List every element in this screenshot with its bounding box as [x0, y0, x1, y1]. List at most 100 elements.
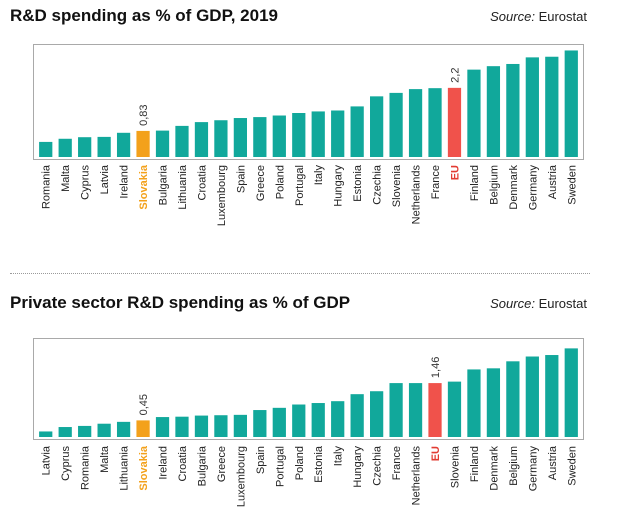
bar-hungary: [331, 110, 345, 157]
tick-label-slovakia: Slovakia: [138, 164, 150, 210]
bar-poland: [272, 115, 286, 157]
tick-label-croatia: Croatia: [196, 164, 208, 200]
tick-label-czechia: Czechia: [372, 164, 384, 205]
bar-greece: [214, 415, 228, 437]
data-label-eu: 1,46: [430, 357, 442, 378]
bar-hungary: [350, 394, 364, 437]
bar-chart-private-rd: Latvia Cyprus Romania Malta Lithuania Slovaki…: [39, 348, 578, 507]
tick-label-netherlands: Netherlands: [411, 165, 423, 225]
bar-eu: [447, 87, 462, 157]
source-label: Source:: [490, 296, 535, 311]
bar-czechia: [370, 391, 384, 437]
tick-label-finland: Finland: [469, 165, 481, 201]
tick-label-sweden: Sweden: [566, 446, 578, 486]
tick-label-france: France: [430, 165, 442, 199]
bar-greece: [253, 117, 267, 157]
tick-label-germany: Germany: [527, 446, 539, 492]
data-label-slovakia: 0,83: [138, 104, 150, 125]
tick-label-hungary: Hungary: [333, 165, 345, 207]
tick-label-romania: Romania: [80, 445, 92, 490]
tick-label-ireland: Ireland: [119, 165, 131, 199]
tick-label-portugal: Portugal: [294, 165, 306, 206]
tick-label-france: France: [391, 446, 403, 480]
tick-label-slovakia: Slovakia: [138, 445, 150, 491]
tick-label-lithuania: Lithuania: [119, 445, 131, 491]
bar-lithuania: [175, 125, 189, 157]
tick-label-malta: Malta: [99, 445, 111, 473]
bar-croatia: [175, 416, 189, 437]
tick-label-bulgaria: Bulgaria: [196, 445, 208, 486]
bar-germany: [525, 57, 539, 158]
data-label-eu: 2,2: [449, 68, 461, 83]
tick-label-belgium: Belgium: [508, 446, 520, 486]
tick-label-slovenia: Slovenia: [391, 164, 403, 207]
tick-label-bulgaria: Bulgaria: [158, 164, 170, 205]
bar-cyprus: [58, 427, 72, 437]
tick-label-hungary: Hungary: [352, 446, 364, 488]
bar-slovakia: [136, 420, 150, 437]
tick-label-austria: Austria: [547, 445, 559, 480]
bar-luxembourg: [233, 414, 247, 437]
tick-label-estonia: Estonia: [313, 445, 325, 483]
tick-label-italy: Italy: [333, 446, 345, 467]
tick-label-portugal: Portugal: [274, 446, 286, 487]
tick-label-poland: Poland: [294, 446, 306, 480]
tick-label-eu: EU: [430, 446, 442, 461]
bar-sweden: [564, 50, 578, 157]
bar-denmark: [506, 63, 520, 157]
bar-germany: [525, 356, 539, 437]
bar-france: [389, 383, 403, 437]
bar-bulgaria: [194, 415, 209, 437]
tick-label-cyprus: Cyprus: [80, 165, 92, 200]
tick-label-estonia: Estonia: [352, 164, 364, 202]
bar-spain: [253, 410, 267, 437]
chart-title: Private sector R&D spending as % of GDP: [10, 293, 351, 312]
bar-finland: [467, 369, 481, 437]
tick-label-slovenia: Slovenia: [449, 445, 461, 488]
bar-estonia: [350, 106, 364, 157]
bar-ireland: [116, 132, 131, 157]
tick-label-cyprus: Cyprus: [60, 446, 72, 481]
source-name: Eurostat: [538, 9, 587, 24]
bar-bulgaria: [155, 130, 170, 157]
bar-malta: [58, 138, 72, 157]
tick-label-malta: Malta: [60, 164, 72, 192]
bar-chart-total-rd: Romania Malta Cyprus Latvia Ireland Slovakia 0…: [39, 50, 578, 226]
bar-sweden: [564, 348, 578, 437]
bar-netherlands: [408, 89, 423, 157]
bar-slovakia: [136, 130, 150, 157]
chart-panel-private-rd: Private sector R&D spending as % of GDP …: [0, 287, 625, 527]
source-name: Eurostat: [538, 296, 587, 311]
bar-france: [428, 88, 442, 157]
bar-croatia: [194, 122, 209, 157]
bar-romania: [39, 141, 53, 157]
bar-austria: [545, 355, 559, 437]
tick-label-poland: Poland: [274, 165, 286, 199]
bar-malta: [97, 423, 111, 437]
tick-label-luxembourg: Luxembourg: [216, 165, 228, 226]
tick-label-luxembourg: Luxembourg: [235, 446, 247, 507]
bar-czechia: [370, 96, 384, 157]
tick-label-latvia: Latvia: [99, 164, 111, 194]
bar-spain: [233, 118, 247, 157]
bar-finland: [467, 69, 481, 157]
bar-luxembourg: [214, 120, 228, 157]
tick-label-lithuania: Lithuania: [177, 164, 189, 210]
tick-label-ireland: Ireland: [158, 446, 170, 480]
tick-label-greece: Greece: [216, 446, 228, 482]
bar-lithuania: [116, 421, 131, 437]
bar-slovenia: [447, 381, 462, 437]
bar-slovenia: [389, 92, 403, 157]
tick-label-spain: Spain: [235, 165, 247, 193]
bar-romania: [78, 425, 92, 437]
chart-panel-total-rd: R&D spending as % of GDP, 2019 Source: E…: [0, 0, 625, 262]
bar-portugal: [292, 113, 306, 157]
tick-label-romania: Romania: [41, 164, 53, 209]
bar-austria: [545, 56, 559, 157]
bar-italy: [311, 111, 325, 157]
tick-label-denmark: Denmark: [508, 165, 520, 210]
bar-eu: [428, 383, 442, 437]
section-divider: [10, 273, 590, 274]
tick-label-greece: Greece: [255, 165, 267, 201]
tick-label-eu: EU: [449, 165, 461, 180]
